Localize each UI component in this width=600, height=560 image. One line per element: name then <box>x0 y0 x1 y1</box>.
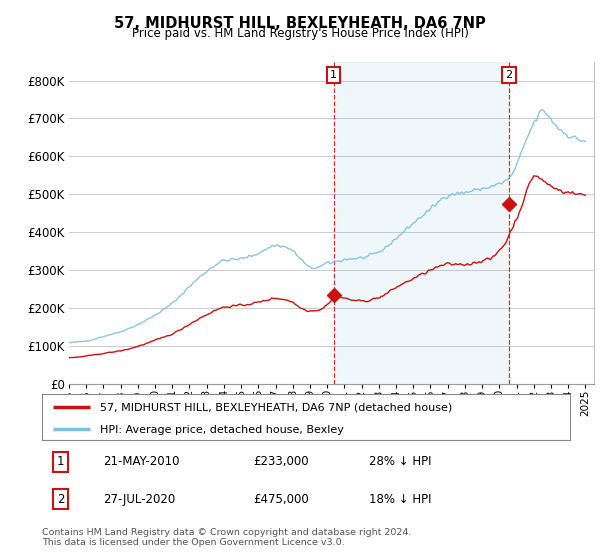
Text: 28% ↓ HPI: 28% ↓ HPI <box>370 455 432 468</box>
Text: Contains HM Land Registry data © Crown copyright and database right 2024.
This d: Contains HM Land Registry data © Crown c… <box>42 528 412 547</box>
Bar <box>334 62 509 384</box>
Text: 2: 2 <box>505 69 512 80</box>
Text: 21-MAY-2010: 21-MAY-2010 <box>103 455 179 468</box>
Text: 1: 1 <box>57 455 64 468</box>
Text: 57, MIDHURST HILL, BEXLEYHEATH, DA6 7NP: 57, MIDHURST HILL, BEXLEYHEATH, DA6 7NP <box>114 16 486 31</box>
Text: 18% ↓ HPI: 18% ↓ HPI <box>370 493 432 506</box>
Text: 1: 1 <box>330 69 337 80</box>
Text: 27-JUL-2020: 27-JUL-2020 <box>103 493 175 506</box>
Text: Price paid vs. HM Land Registry's House Price Index (HPI): Price paid vs. HM Land Registry's House … <box>131 27 469 40</box>
Text: 57, MIDHURST HILL, BEXLEYHEATH, DA6 7NP (detached house): 57, MIDHURST HILL, BEXLEYHEATH, DA6 7NP … <box>100 403 452 413</box>
Text: HPI: Average price, detached house, Bexley: HPI: Average price, detached house, Bexl… <box>100 426 344 436</box>
Text: £475,000: £475,000 <box>253 493 309 506</box>
Text: £233,000: £233,000 <box>253 455 309 468</box>
Text: 2: 2 <box>57 493 64 506</box>
